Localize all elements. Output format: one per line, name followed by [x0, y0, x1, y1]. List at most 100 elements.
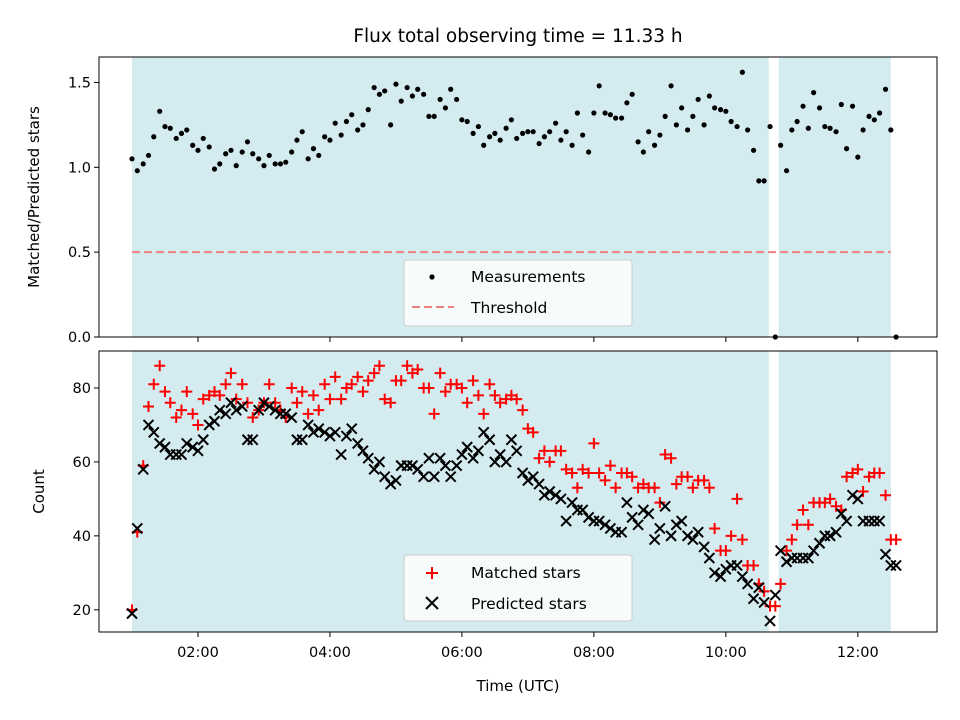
- measurement-point: [464, 118, 470, 125]
- predicted-star-point: [126, 607, 138, 620]
- measurement-point: [145, 152, 152, 159]
- measurement-point: [712, 105, 718, 111]
- predicted-star-point: [208, 415, 221, 427]
- matched-star-point: [241, 397, 253, 409]
- measurement-point: [409, 93, 416, 99]
- predicted-star-point: [296, 434, 308, 446]
- predicted-star-point: [384, 478, 397, 490]
- matched-star-point: [395, 375, 407, 387]
- matched-star-point: [560, 463, 572, 475]
- measurement-point: [508, 117, 515, 123]
- predicted-star-point: [516, 467, 529, 479]
- measurement-point: [871, 117, 877, 123]
- measurement-point: [327, 137, 333, 143]
- legend-measurements-label: Measurements: [471, 268, 586, 286]
- measurement-point: [805, 125, 811, 131]
- predicted-star-point: [197, 434, 209, 446]
- predicted-star-point: [687, 533, 699, 546]
- time-x-tick-label: 06:00: [441, 645, 483, 661]
- predicted-star-point: [703, 552, 716, 564]
- measurement-point: [470, 130, 476, 136]
- measurement-point: [223, 151, 229, 157]
- predicted-star-point: [659, 500, 671, 512]
- measurement-point: [822, 123, 828, 130]
- matched-star-point: [192, 419, 204, 431]
- matched-star-point: [362, 375, 374, 387]
- measurement-point: [613, 115, 619, 121]
- predicted-star-point: [324, 430, 336, 442]
- matched-star-point: [544, 456, 556, 468]
- predicted-star-point: [549, 489, 562, 501]
- chart-title: Flux total observing time = 11.33 h: [353, 26, 682, 47]
- legend-measurements-marker: [429, 274, 435, 280]
- predicted-star-point: [489, 456, 501, 468]
- predicted-star-point: [159, 441, 171, 453]
- measurement-point: [261, 163, 267, 169]
- predicted-star-point: [230, 404, 242, 416]
- matched-star-point: [824, 493, 836, 505]
- predicted-star-point: [830, 526, 842, 538]
- measurement-point: [421, 91, 427, 97]
- predicted-star-point: [527, 471, 539, 483]
- measurement-point: [349, 112, 355, 118]
- measurement-point: [299, 129, 305, 135]
- predicted-star-point: [621, 496, 633, 509]
- predicted-star-point: [890, 559, 902, 572]
- measurement-point: [289, 149, 295, 155]
- predicted-star-point: [247, 434, 259, 446]
- matched-star-point: [385, 397, 397, 409]
- count-legend: Matched stars Predicted stars: [403, 554, 633, 622]
- time-x-tick-label: 08:00: [573, 645, 615, 661]
- measurement-point: [563, 129, 569, 135]
- matched-star-point: [401, 360, 413, 372]
- measurement-point: [541, 134, 547, 140]
- measurement-point: [211, 166, 218, 172]
- measurement-point: [442, 105, 449, 111]
- matched-star-point: [461, 397, 473, 409]
- measurement-point: [569, 142, 575, 148]
- matched-star-point: [769, 600, 781, 612]
- measurement-point: [745, 127, 751, 133]
- matched-star-point: [709, 522, 721, 534]
- measurement-point: [338, 132, 344, 138]
- predicted-star-point: [335, 448, 347, 461]
- matched-star-point: [484, 378, 496, 390]
- matched-star-point: [791, 519, 803, 531]
- predicted-star-point: [131, 522, 143, 535]
- predicted-star-point: [522, 474, 534, 487]
- predicted-star-point: [576, 504, 589, 516]
- measurement-point: [398, 98, 404, 104]
- measurement-point: [662, 113, 668, 119]
- predicted-star-point: [285, 411, 298, 424]
- matched-star-point: [434, 367, 446, 379]
- matched-star-point: [890, 534, 902, 546]
- predicted-star-point: [538, 489, 551, 501]
- measurement-point: [750, 147, 757, 153]
- predicted-star-point: [153, 437, 166, 450]
- matched-star-point: [781, 545, 793, 557]
- measurement-point: [217, 161, 223, 167]
- matched-star-point: [588, 437, 600, 449]
- matched-star-point: [571, 482, 583, 494]
- predicted-star-point: [846, 489, 859, 501]
- legend-matched-marker: [426, 567, 438, 579]
- legend-predicted-marker: [425, 596, 439, 610]
- ratio-legend: Measurements Threshold: [403, 259, 633, 327]
- measurement-point: [382, 88, 388, 94]
- predicted-star-point: [411, 463, 424, 476]
- matched-star-point: [593, 467, 605, 479]
- predicted-star-point: [456, 448, 468, 461]
- matched-star-point: [154, 360, 166, 372]
- predicted-star-point: [741, 578, 754, 590]
- predicted-star-point: [500, 456, 512, 468]
- matched-star-point: [703, 482, 715, 494]
- measurement-point: [668, 83, 674, 89]
- matched-star-point: [324, 393, 336, 405]
- measurement-point: [794, 118, 800, 125]
- predicted-star-point: [675, 515, 688, 527]
- measurement-point: [833, 129, 839, 135]
- matched-star-point: [335, 393, 347, 405]
- measurement-point: [190, 142, 196, 148]
- matched-star-point: [748, 559, 760, 571]
- matched-star-point: [236, 378, 248, 390]
